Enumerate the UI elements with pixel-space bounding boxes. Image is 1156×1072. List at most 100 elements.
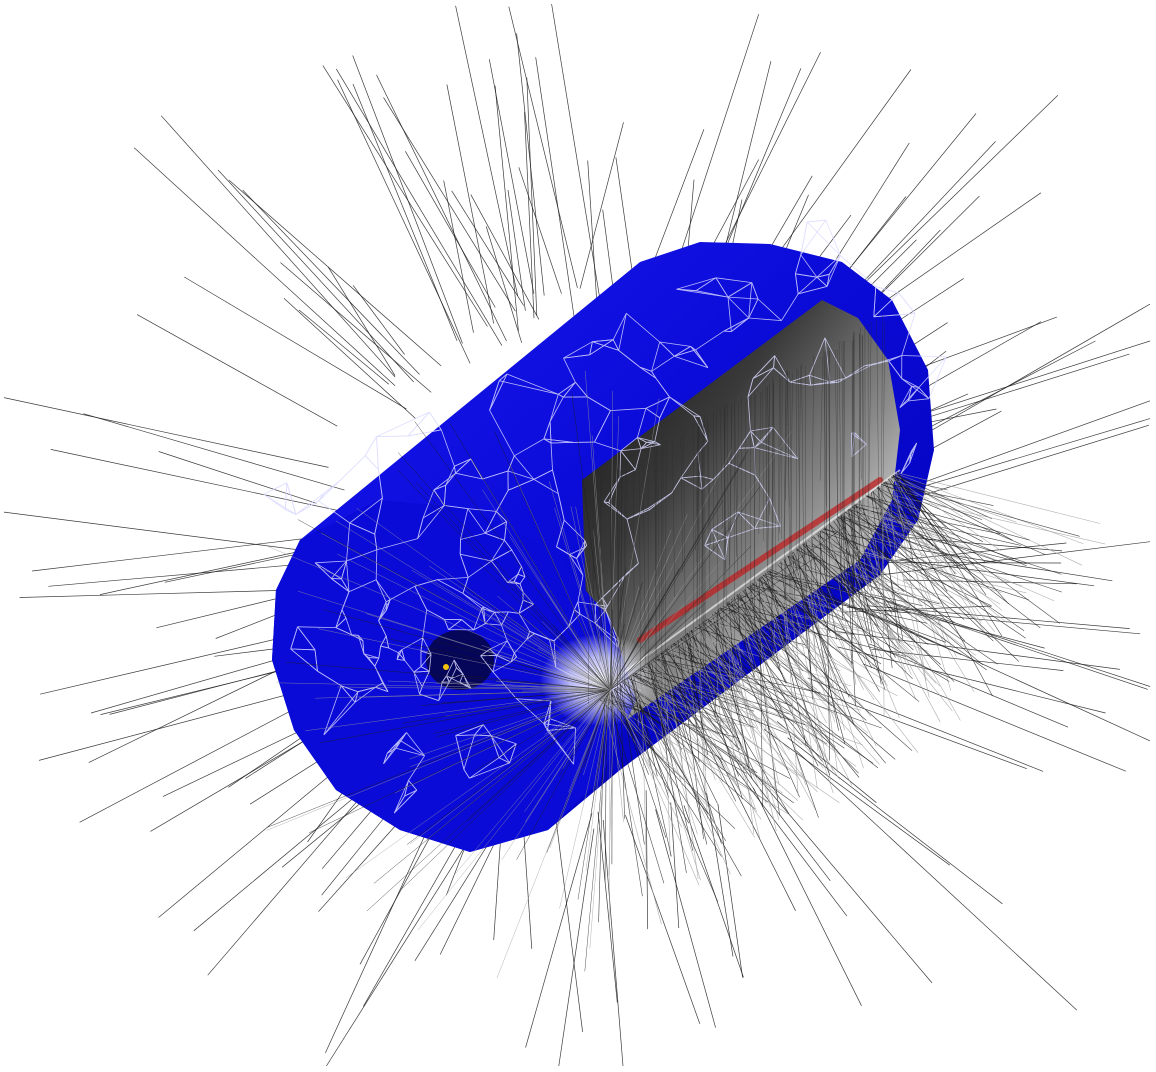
field-line	[739, 592, 834, 771]
mesh-edge	[314, 562, 332, 579]
field-line	[585, 689, 611, 871]
field-line	[845, 511, 966, 642]
field-line	[584, 370, 611, 691]
mesh-edge	[901, 313, 916, 356]
mesh-edge	[429, 411, 442, 431]
field-line	[558, 828, 595, 1067]
mesh-edge	[651, 341, 661, 372]
mesh-edge	[576, 545, 587, 559]
field-line	[478, 562, 611, 691]
mesh-edge	[669, 396, 694, 417]
field-line	[635, 672, 788, 734]
mesh-edge	[911, 442, 918, 452]
mesh-edge	[715, 277, 752, 283]
field-line	[878, 486, 996, 633]
field-line	[605, 695, 709, 814]
field-line	[609, 617, 693, 691]
field-line	[765, 572, 859, 617]
field-line	[627, 678, 639, 731]
mesh-edge	[727, 296, 749, 319]
mesh-edge	[809, 375, 812, 386]
field-line	[609, 610, 690, 691]
mesh-edge	[875, 286, 900, 294]
field-line	[544, 689, 611, 735]
field-line	[771, 568, 801, 675]
field-line	[415, 481, 611, 691]
mesh-edge	[549, 394, 559, 422]
mesh-edge	[363, 653, 376, 667]
field-line	[428, 565, 611, 691]
field-line	[606, 694, 665, 884]
field-line	[767, 385, 770, 566]
field-line	[655, 657, 861, 711]
mesh-edge	[401, 649, 406, 661]
field-line	[733, 597, 819, 767]
mesh-edge	[498, 373, 508, 382]
field-line	[591, 435, 611, 691]
mesh-edge	[446, 659, 455, 676]
field-line	[789, 373, 793, 626]
mesh-edge	[455, 458, 472, 474]
mesh-edge	[507, 470, 535, 480]
mesh-edge	[800, 221, 808, 255]
field-line	[443, 180, 474, 333]
field-line	[857, 502, 871, 610]
field-line	[797, 548, 880, 692]
field-line	[651, 660, 687, 873]
mesh-edge	[445, 466, 455, 486]
mesh-edge	[474, 724, 484, 736]
field-line	[866, 495, 1027, 567]
mesh-edge	[378, 620, 387, 637]
mesh-edge	[290, 648, 316, 651]
field-line	[645, 790, 649, 930]
mesh-edge	[625, 563, 639, 575]
mesh-edge	[602, 573, 627, 598]
mesh-edge	[699, 416, 709, 442]
mesh-edge	[420, 637, 424, 652]
field-line	[570, 506, 611, 691]
mesh-edge	[676, 277, 717, 290]
end-cap-hole	[426, 630, 494, 690]
mesh-edge	[747, 396, 751, 432]
field-line	[485, 226, 523, 343]
mesh-edge	[444, 505, 468, 509]
field-line	[698, 624, 879, 769]
field-line	[686, 633, 874, 764]
field-line	[876, 320, 880, 577]
mesh-edge	[754, 498, 770, 529]
mesh-edge	[341, 560, 347, 580]
field-line	[609, 449, 733, 691]
field-line	[584, 689, 611, 972]
field-line	[877, 486, 900, 644]
field-line	[829, 523, 884, 560]
field-line	[620, 464, 623, 679]
mesh-edge	[453, 659, 464, 675]
field-line	[716, 410, 719, 631]
mesh-edge	[907, 386, 913, 402]
field-line	[441, 681, 611, 691]
mesh-edge	[455, 735, 465, 770]
field-line	[670, 802, 680, 929]
mesh-edge	[899, 400, 909, 408]
field-line	[743, 589, 887, 682]
mesh-edge	[695, 330, 725, 351]
probe-marker-icon[interactable]	[443, 664, 449, 670]
field-line	[703, 421, 705, 640]
field-line	[685, 634, 709, 756]
field-line	[484, 608, 611, 691]
field-line	[877, 486, 894, 564]
field-line	[322, 65, 488, 327]
field-line	[869, 643, 1069, 728]
mesh-edge	[563, 341, 593, 359]
mesh-edge	[576, 540, 586, 559]
mesh-edge	[676, 288, 697, 292]
mesh-edge	[704, 545, 726, 561]
field-line	[609, 500, 724, 691]
mesh-edge	[374, 534, 378, 550]
field-line	[518, 167, 562, 294]
mesh-edge	[619, 469, 636, 478]
field-line	[501, 689, 611, 861]
mesh-edge	[484, 521, 507, 534]
mesh-edge	[314, 562, 342, 580]
